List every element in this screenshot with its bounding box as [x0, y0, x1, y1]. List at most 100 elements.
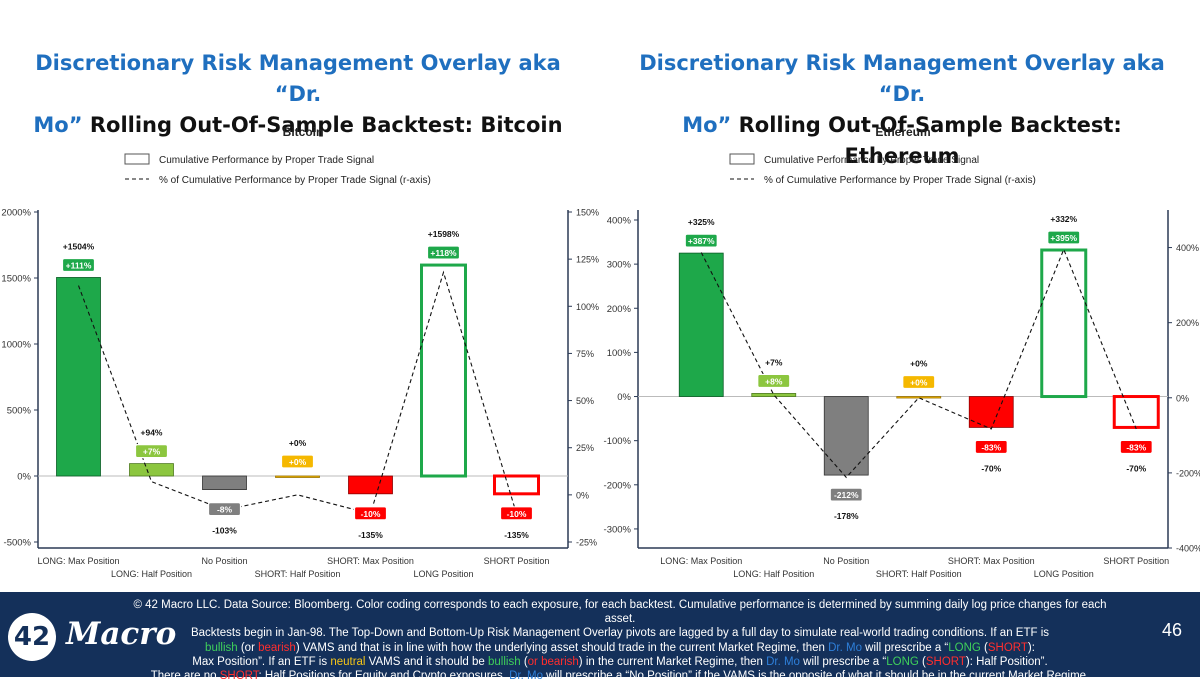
footnote-text: will prescribe a “No Position” if the VA…: [542, 670, 1090, 683]
value-label: +1504%: [63, 241, 95, 251]
footnote-text: ):: [1027, 641, 1035, 654]
y-tick-label: 200%: [607, 304, 632, 315]
r-value-label: +0%: [910, 378, 928, 388]
footnote-text: (: [980, 641, 988, 654]
x-category-label: LONG Position: [1034, 569, 1094, 579]
y-tick-label: 1500%: [1, 274, 31, 285]
x-category-label: LONG: Half Position: [733, 569, 814, 579]
r-value-badge: [829, 487, 863, 502]
footnote-text: (or: [237, 641, 259, 654]
title-highlight: Mo”: [682, 113, 732, 137]
ethereum-chart: Ethereum Cumulative Performance by Proper…: [604, 125, 1200, 579]
bar: [56, 277, 101, 477]
r-value-badge: [207, 501, 242, 517]
x-category-label: SHORT: Half Position: [876, 569, 962, 579]
title-text: Rolling Out-Of-Sample Backtest: Bitcoin: [82, 113, 563, 137]
bearish-term: or bearish: [527, 655, 579, 668]
r-value-label: -8%: [217, 505, 233, 515]
y2-tick-label: 0%: [1176, 393, 1189, 403]
r-value-badge: [1119, 439, 1153, 455]
value-label: -178%: [834, 511, 859, 521]
x-category-label: LONG: Half Position: [111, 569, 192, 579]
r-value-badge: [757, 373, 791, 389]
y2-tick-label: -200%: [1176, 468, 1200, 478]
x-category-label: No Position: [823, 556, 869, 566]
logo-number: 42: [8, 613, 56, 661]
y2-tick-label: -25%: [576, 538, 597, 548]
x-category-label: SHORT: Max Position: [948, 556, 1035, 566]
footnote-text: ) VAMS and that is in line with how the …: [295, 641, 829, 654]
y2-tick-label: 50%: [576, 396, 594, 406]
title-highlight: Discretionary Risk Management Overlay ak…: [35, 51, 561, 106]
bar: [1040, 248, 1088, 399]
bitcoin-chart: Bitcoin Cumulative Performance by Proper …: [1, 125, 599, 579]
bullish-term: bullish: [205, 641, 238, 654]
footnote-text: will prescribe a “: [861, 641, 949, 654]
bar: [202, 475, 247, 490]
x-category-label: LONG Position: [413, 569, 473, 579]
r-value-label: -212%: [834, 490, 859, 500]
value-label: +0%: [289, 438, 307, 448]
y2-tick-label: 75%: [576, 349, 594, 359]
footnote-text: There are no: [150, 670, 220, 683]
footnote: © 42 Macro LLC. Data Source: Bloomberg. …: [120, 598, 1120, 683]
y-tick-label: 100%: [607, 348, 632, 359]
r-value-label: +387%: [688, 236, 715, 246]
legend-swatch-bar: [729, 153, 755, 165]
bar: [420, 263, 467, 478]
y-tick-label: -300%: [604, 524, 632, 535]
footnote-text: ) in the current Market Regime, then: [578, 655, 767, 668]
bar: [348, 475, 393, 495]
r-value-label: +395%: [1050, 233, 1077, 243]
footnote-text: (: [520, 655, 528, 668]
value-label: -70%: [981, 463, 1001, 473]
page-number: 46: [1161, 620, 1182, 640]
y2-tick-label: 400%: [1176, 243, 1199, 253]
footnote-line: © 42 Macro LLC. Data Source: Bloomberg. …: [133, 599, 1107, 626]
legend-entry: % of Cumulative Performance by Proper Tr…: [159, 175, 431, 186]
r-axis-series-line: [77, 270, 518, 515]
dr-mo-term: Dr. Mo: [766, 655, 800, 668]
bar: [751, 393, 797, 397]
legend-entry: Cumulative Performance by Proper Trade S…: [159, 155, 374, 166]
long-term: LONG: [886, 655, 919, 668]
title-text: Rolling Out-Of-Sample Backtest: Ethereum: [731, 113, 1122, 168]
value-label: -135%: [358, 530, 383, 540]
r-value-badge: [134, 443, 169, 459]
r-value-badge: [280, 454, 315, 469]
y-tick-label: 300%: [607, 260, 632, 271]
y-tick-label: 1000%: [1, 340, 31, 351]
footnote-text: (: [918, 655, 926, 668]
r-value-label: +0%: [289, 457, 307, 467]
chart-title: Bitcoin: [283, 125, 324, 139]
title-highlight: Mo”: [33, 113, 83, 137]
value-label: +94%: [141, 428, 163, 438]
y2-tick-label: 0%: [576, 490, 589, 500]
y-tick-label: 400%: [607, 216, 632, 227]
value-label: +7%: [765, 357, 783, 367]
y2-tick-label: 100%: [576, 302, 599, 312]
x-category-label: SHORT Position: [484, 556, 550, 566]
bearish-term: bearish: [258, 641, 296, 654]
y2-tick-label: 125%: [576, 255, 599, 265]
y2-tick-label: 25%: [576, 443, 594, 453]
value-label: +1598%: [428, 229, 460, 239]
r-value-badge: [902, 374, 936, 390]
footnote-line: Max Position”. If an ETF is neutral VAMS…: [120, 655, 1120, 669]
value-label: -70%: [1126, 463, 1146, 473]
x-category-label: No Position: [201, 556, 247, 566]
r-value-badge: [974, 439, 1008, 455]
bar: [968, 396, 1014, 428]
bar: [129, 463, 174, 477]
bar: [1112, 395, 1160, 429]
short-term: SHORT: [987, 641, 1028, 654]
r-value-label: -10%: [507, 509, 527, 519]
r-value-label: +8%: [765, 376, 783, 386]
footnote-text: will prescribe a “: [799, 655, 887, 668]
x-category-label: SHORT: Half Position: [255, 569, 341, 579]
chart-title: Ethereum: [875, 125, 930, 139]
bar: [896, 396, 942, 399]
bullish-term: bullish: [488, 655, 521, 668]
bar: [823, 396, 869, 476]
r-value-label: -83%: [1126, 442, 1146, 452]
